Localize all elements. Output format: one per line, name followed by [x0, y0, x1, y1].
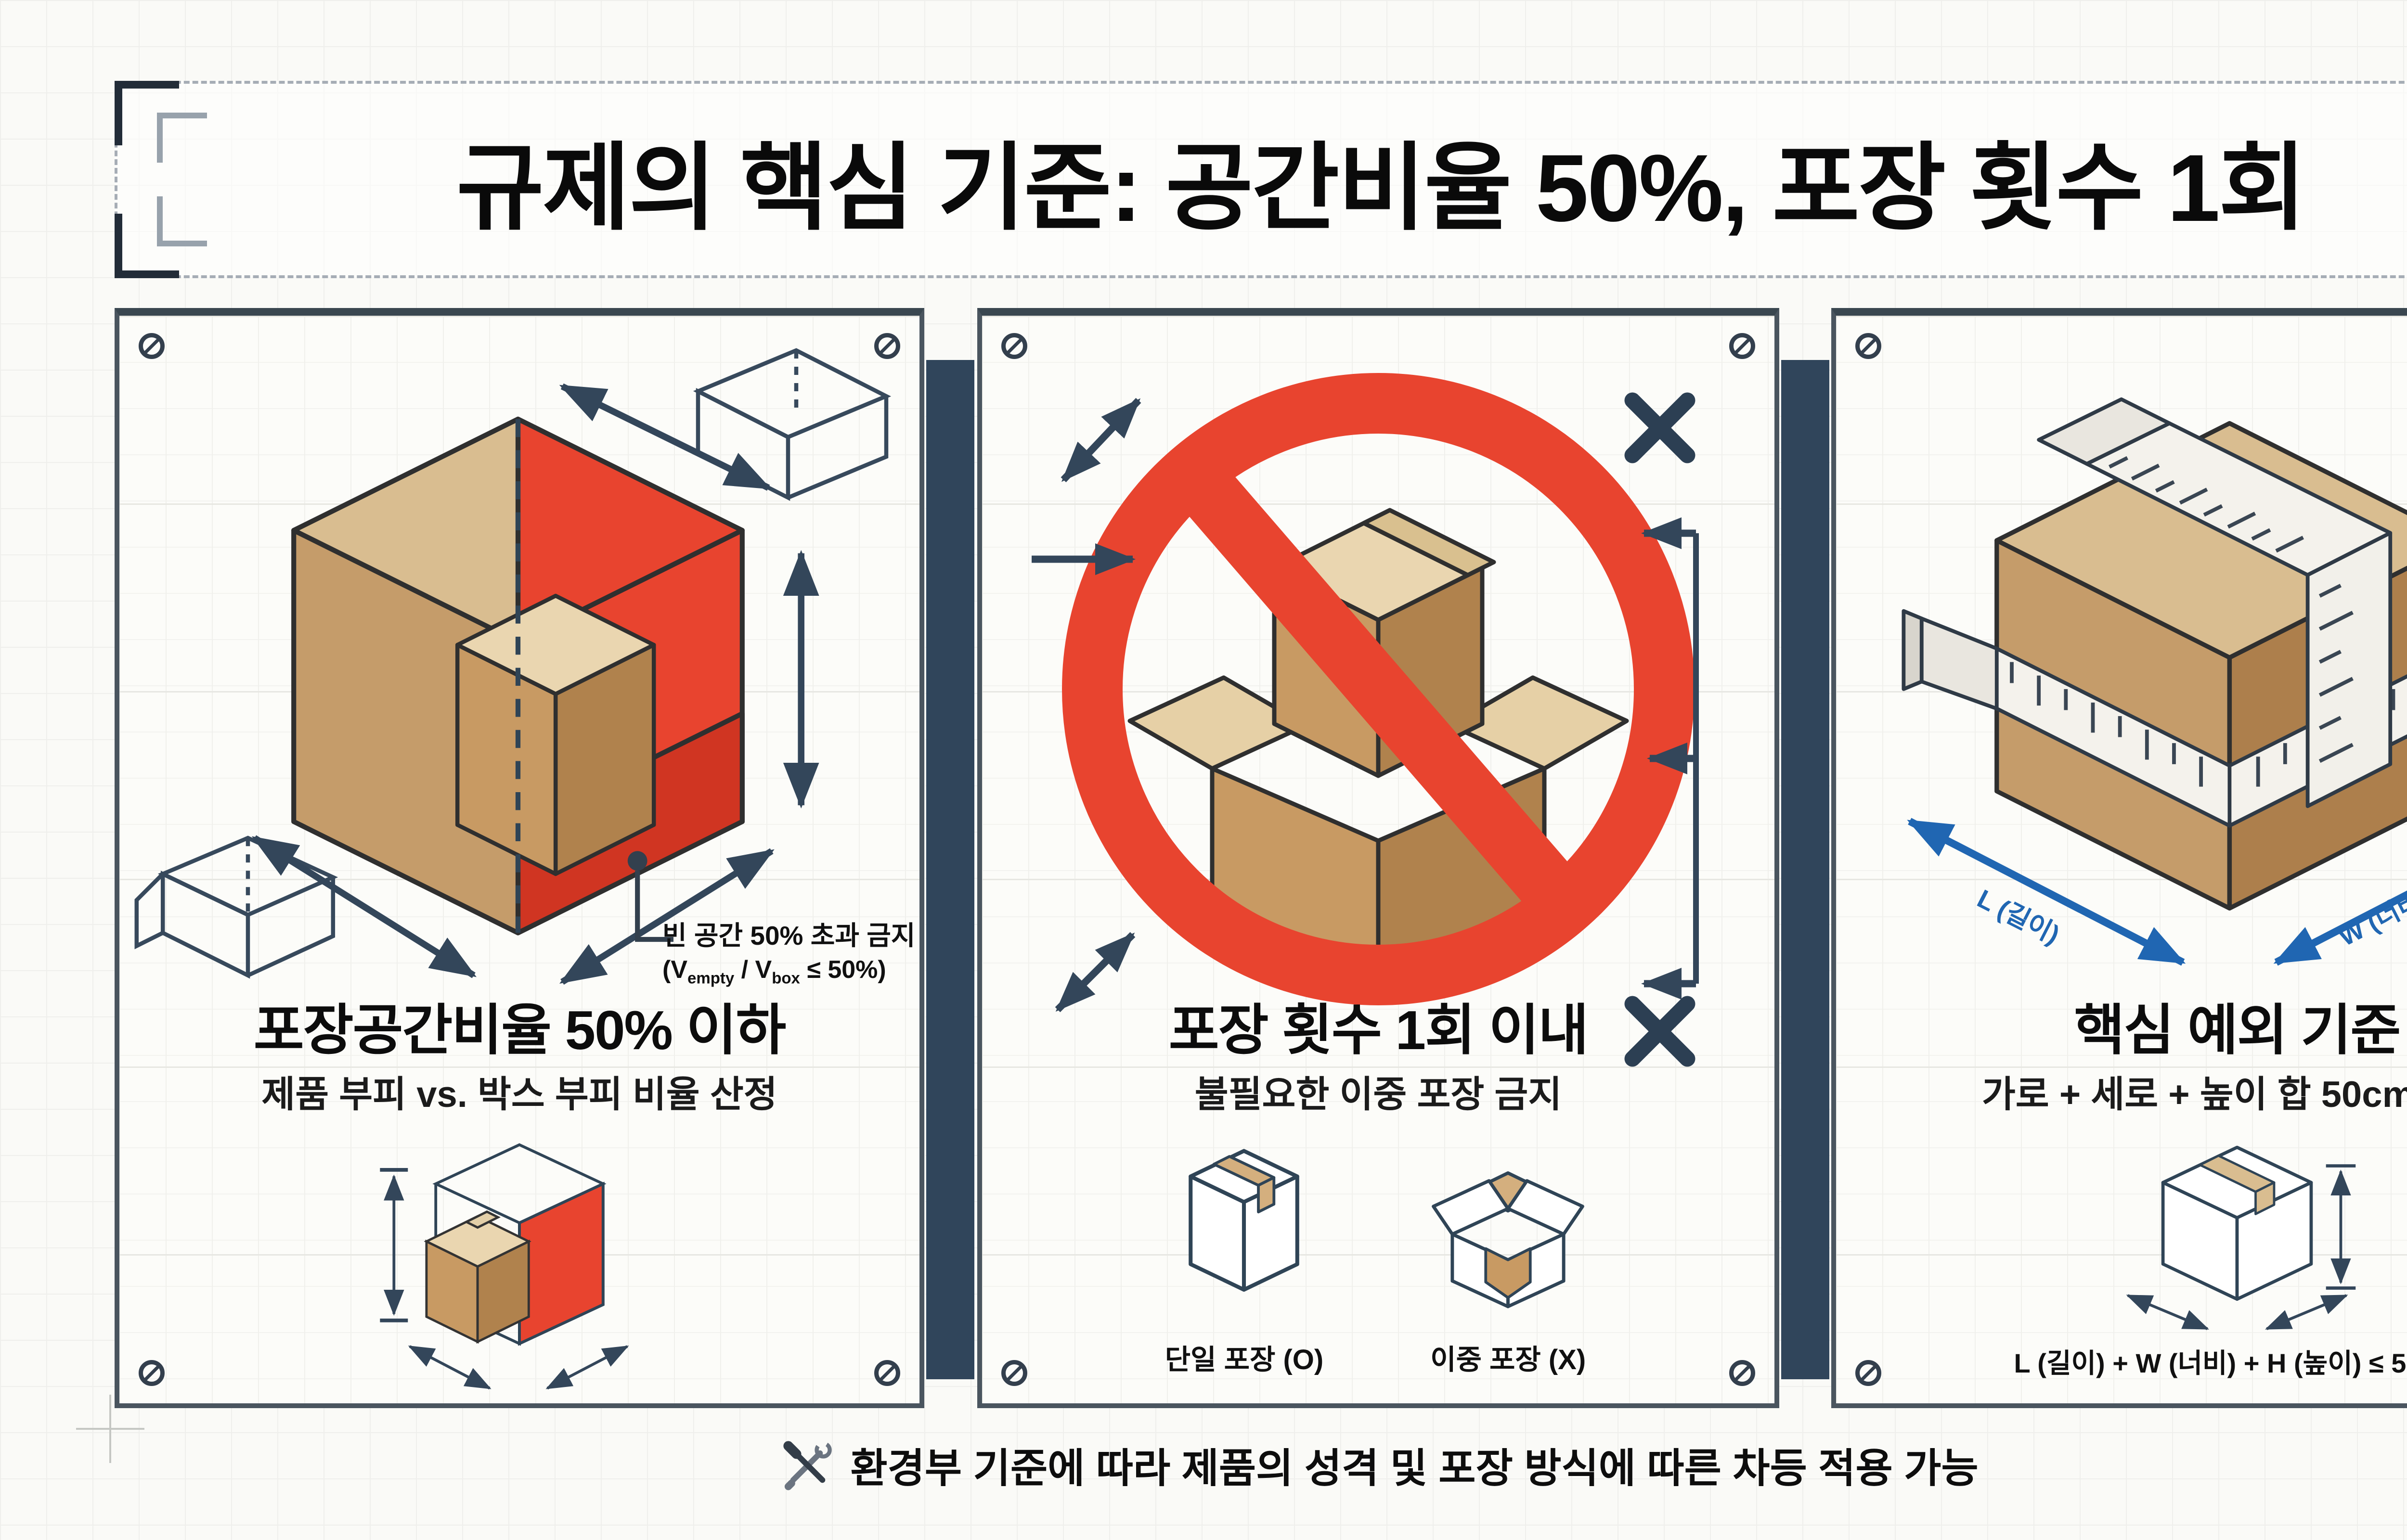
divider-bar [1781, 360, 1829, 1379]
left-panel-heading: 포장공간비율 50% 이하 [253, 1000, 787, 1061]
divider-bar [926, 360, 974, 1379]
tools-icon [782, 1439, 834, 1491]
footer-note-text: 환경부 기준에 따라 제품의 성격 및 포장 방식에 따른 차등 적용 가능 [850, 1446, 1979, 1491]
measured-box-illustration [1862, 341, 2407, 1016]
screw-icon [1001, 1360, 1027, 1386]
right-panel-heading: 핵심 예외 기준 [2074, 1000, 2401, 1061]
callout-line1: 빈 공간 50% 초과 금지 [662, 921, 916, 950]
double-packaging-example: 이중 포장 (X) [1424, 1140, 1592, 1377]
panel-exception: L (길이) W (너비) H (높이) 핵심 예외 기준 가로 + 세로 + … [1831, 308, 2407, 1408]
screw-icon [139, 1360, 165, 1386]
screw-icon [139, 333, 165, 359]
left-panel-subheading: 제품 부피 vs. 박스 부피 비율 산정 [261, 1074, 777, 1115]
screw-icon [874, 1360, 900, 1386]
middle-panel-subheading: 불필요한 이중 포장 금지 [1194, 1074, 1562, 1115]
frame-corner-icon [115, 214, 179, 278]
single-packaging-label: 단일 포장 (O) [1165, 1344, 1324, 1375]
box-empty-space-illustration [133, 334, 903, 1005]
x-mark-icon [1624, 392, 1695, 1067]
double-box-icon [1424, 1140, 1592, 1318]
screw-icon [1001, 333, 1027, 359]
empty-space-callout: 빈 공간 50% 초과 금지 (Vempty / Vbox ≤ 50%) [662, 918, 932, 988]
panel-space-ratio: 빈 공간 50% 초과 금지 (Vempty / Vbox ≤ 50%) 포장공… [115, 308, 924, 1408]
page-title: 규제의 핵심 기준: 공간비율 50%, 포장 횟수 1회 [456, 134, 2306, 241]
screw-icon [874, 333, 900, 359]
packaging-examples-row: 단일 포장 (O) [982, 1140, 1774, 1377]
single-box-icon [1172, 1140, 1316, 1318]
ratio-mini-diagram [365, 1128, 673, 1398]
wireframe-box-icon [693, 348, 892, 501]
no-double-packaging-illustration [1017, 343, 1739, 1079]
footer-note: 환경부 기준에 따라 제품의 성격 및 포장 방식에 따른 차등 적용 가능 [0, 1436, 2407, 1494]
dimension-mini-diagram [2088, 1136, 2386, 1331]
screw-icon [1729, 1360, 1755, 1386]
dimension-formula: L (길이) + W (너비) + H (높이) ≤ 50cm [2014, 1348, 2407, 1378]
double-packaging-label: 이중 포장 (X) [1430, 1344, 1586, 1375]
screw-icon [1855, 333, 1881, 359]
screw-icon [1729, 333, 1755, 359]
single-packaging-example: 단일 포장 (O) [1165, 1140, 1323, 1377]
frame-corner-icon [115, 81, 179, 145]
wireframe-openbox-icon [134, 835, 338, 979]
frame-inner-corner-icon [157, 113, 207, 163]
middle-panel-heading: 포장 횟수 1회 이내 [1168, 1000, 1589, 1061]
callout-formula: (Vempty / Vbox ≤ 50%) [662, 955, 886, 987]
title-frame: 규제의 핵심 기준: 공간비율 50%, 포장 횟수 1회 [115, 81, 2407, 278]
screw-icon [1855, 1360, 1881, 1386]
registration-cross-icon [76, 1395, 144, 1463]
panel-single-wrap: 포장 횟수 1회 이내 불필요한 이중 포장 금지 단일 포장 (O) [977, 308, 1779, 1408]
frame-inner-corner-icon [157, 196, 207, 246]
right-panel-subheading: 가로 + 세로 + 높이 합 50cm 이하 [1981, 1074, 2407, 1115]
